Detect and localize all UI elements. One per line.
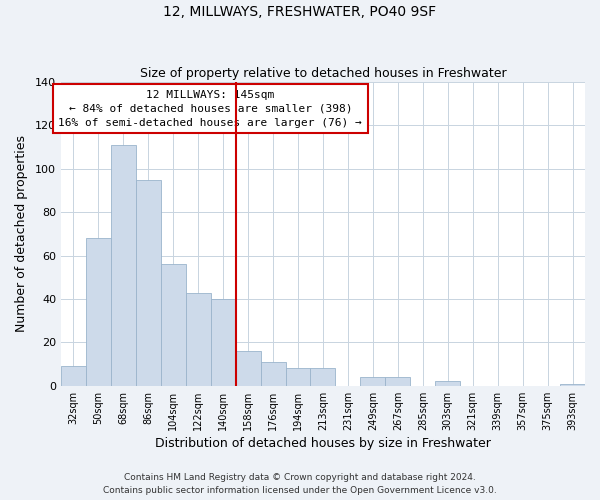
Bar xyxy=(361,377,385,386)
Bar xyxy=(111,145,136,386)
Bar xyxy=(86,238,111,386)
Bar xyxy=(161,264,186,386)
Bar xyxy=(286,368,310,386)
X-axis label: Distribution of detached houses by size in Freshwater: Distribution of detached houses by size … xyxy=(155,437,491,450)
Text: Contains HM Land Registry data © Crown copyright and database right 2024.
Contai: Contains HM Land Registry data © Crown c… xyxy=(103,474,497,495)
Bar xyxy=(236,351,260,386)
Bar xyxy=(435,382,460,386)
Title: Size of property relative to detached houses in Freshwater: Size of property relative to detached ho… xyxy=(140,66,506,80)
Y-axis label: Number of detached properties: Number of detached properties xyxy=(15,136,28,332)
Bar xyxy=(310,368,335,386)
Text: 12 MILLWAYS: 145sqm
← 84% of detached houses are smaller (398)
16% of semi-detac: 12 MILLWAYS: 145sqm ← 84% of detached ho… xyxy=(58,90,362,128)
Bar xyxy=(186,292,211,386)
Bar xyxy=(260,362,286,386)
Bar xyxy=(136,180,161,386)
Bar xyxy=(385,377,410,386)
Text: 12, MILLWAYS, FRESHWATER, PO40 9SF: 12, MILLWAYS, FRESHWATER, PO40 9SF xyxy=(163,5,437,19)
Bar xyxy=(61,366,86,386)
Bar xyxy=(560,384,585,386)
Bar xyxy=(211,299,236,386)
